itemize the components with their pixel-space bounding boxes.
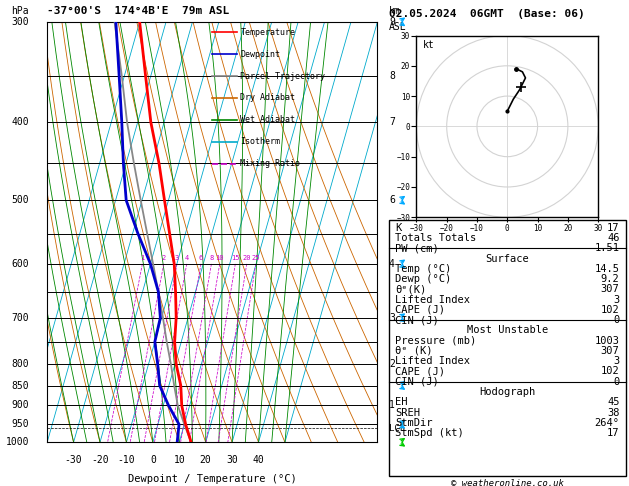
- Text: Lifted Index: Lifted Index: [395, 356, 470, 366]
- Text: 307: 307: [601, 284, 620, 295]
- Text: 9: 9: [389, 17, 395, 27]
- Text: 0: 0: [150, 455, 156, 465]
- Text: PW (cm): PW (cm): [395, 243, 439, 253]
- Text: 8: 8: [389, 70, 395, 81]
- Text: EH: EH: [395, 397, 408, 407]
- Text: 4: 4: [185, 255, 189, 260]
- Text: 15: 15: [231, 255, 240, 260]
- Text: 38: 38: [607, 408, 620, 417]
- Text: Lifted Index: Lifted Index: [395, 295, 470, 305]
- Text: -37°00'S  174°4B'E  79m ASL: -37°00'S 174°4B'E 79m ASL: [47, 5, 230, 16]
- Text: 2: 2: [389, 359, 395, 369]
- Text: 3: 3: [175, 255, 179, 260]
- Text: Mixing Ratio: Mixing Ratio: [240, 159, 301, 168]
- Text: Isotherm: Isotherm: [240, 137, 281, 146]
- Text: 0: 0: [613, 315, 620, 325]
- Text: kt: kt: [423, 40, 434, 50]
- Text: 3: 3: [613, 295, 620, 305]
- Text: 500: 500: [11, 195, 29, 205]
- Text: 3: 3: [389, 312, 395, 323]
- Text: CIN (J): CIN (J): [395, 377, 439, 387]
- Text: 2: 2: [162, 255, 166, 260]
- Text: θᵉ(K): θᵉ(K): [395, 284, 426, 295]
- Text: 3: 3: [613, 356, 620, 366]
- Text: 600: 600: [11, 259, 29, 269]
- Text: 10: 10: [174, 455, 185, 465]
- Text: 8: 8: [209, 255, 213, 260]
- Text: Dry Adiabat: Dry Adiabat: [240, 93, 296, 103]
- Text: Temp (°C): Temp (°C): [395, 264, 451, 274]
- Text: 900: 900: [11, 400, 29, 411]
- Text: StmSpd (kt): StmSpd (kt): [395, 428, 464, 438]
- Text: CIN (J): CIN (J): [395, 315, 439, 325]
- Text: 25: 25: [252, 255, 260, 260]
- Text: K: K: [395, 223, 401, 233]
- Text: 6: 6: [199, 255, 203, 260]
- Text: LCL: LCL: [389, 423, 405, 433]
- Text: 102: 102: [601, 305, 620, 315]
- Text: Most Unstable: Most Unstable: [467, 326, 548, 335]
- Text: 30: 30: [226, 455, 238, 465]
- Text: 850: 850: [11, 381, 29, 391]
- Text: 800: 800: [11, 359, 29, 369]
- Text: 20: 20: [242, 255, 251, 260]
- Text: 02.05.2024  06GMT  (Base: 06): 02.05.2024 06GMT (Base: 06): [389, 9, 584, 19]
- Text: Temperature: Temperature: [240, 28, 296, 37]
- Text: 1000: 1000: [6, 437, 29, 447]
- Text: -10: -10: [118, 455, 135, 465]
- Text: © weatheronline.co.uk: © weatheronline.co.uk: [451, 479, 564, 486]
- Text: Hodograph: Hodograph: [479, 387, 535, 397]
- Text: Dewp (°C): Dewp (°C): [395, 274, 451, 284]
- Text: 1: 1: [389, 400, 395, 411]
- Text: 45: 45: [607, 397, 620, 407]
- Text: 14.5: 14.5: [594, 264, 620, 274]
- Text: Parcel Trajectory: Parcel Trajectory: [240, 71, 325, 81]
- Text: Wet Adiabat: Wet Adiabat: [240, 115, 296, 124]
- Text: 300: 300: [11, 17, 29, 27]
- Text: 20: 20: [200, 455, 211, 465]
- Text: Surface: Surface: [486, 254, 529, 263]
- Text: -30: -30: [65, 455, 82, 465]
- Text: θᵉ (K): θᵉ (K): [395, 346, 433, 356]
- Text: 102: 102: [601, 366, 620, 377]
- Text: 950: 950: [11, 419, 29, 429]
- Text: hPa: hPa: [11, 5, 29, 16]
- Text: Dewpoint / Temperature (°C): Dewpoint / Temperature (°C): [128, 474, 297, 484]
- Text: -20: -20: [91, 455, 109, 465]
- Text: 10: 10: [216, 255, 224, 260]
- Text: CAPE (J): CAPE (J): [395, 305, 445, 315]
- Text: 0: 0: [613, 377, 620, 387]
- Text: Pressure (mb): Pressure (mb): [395, 336, 476, 346]
- Text: StmDir: StmDir: [395, 418, 433, 428]
- Text: SREH: SREH: [395, 408, 420, 417]
- Text: 264°: 264°: [594, 418, 620, 428]
- Text: 17: 17: [607, 428, 620, 438]
- Text: 40: 40: [253, 455, 264, 465]
- Text: 7: 7: [389, 117, 395, 127]
- Text: 400: 400: [11, 117, 29, 127]
- Text: 1003: 1003: [594, 336, 620, 346]
- Text: 4: 4: [389, 259, 395, 269]
- Text: km: km: [389, 5, 401, 16]
- Text: Totals Totals: Totals Totals: [395, 233, 476, 243]
- Text: CAPE (J): CAPE (J): [395, 366, 445, 377]
- Text: Dewpoint: Dewpoint: [240, 50, 281, 59]
- Text: 307: 307: [601, 346, 620, 356]
- Text: 1: 1: [140, 255, 145, 260]
- Text: 46: 46: [607, 233, 620, 243]
- Text: 17: 17: [607, 223, 620, 233]
- Text: 9.2: 9.2: [601, 274, 620, 284]
- Text: ASL: ASL: [389, 22, 406, 33]
- Text: 6: 6: [389, 195, 395, 205]
- Text: 1.51: 1.51: [594, 243, 620, 253]
- Text: 700: 700: [11, 312, 29, 323]
